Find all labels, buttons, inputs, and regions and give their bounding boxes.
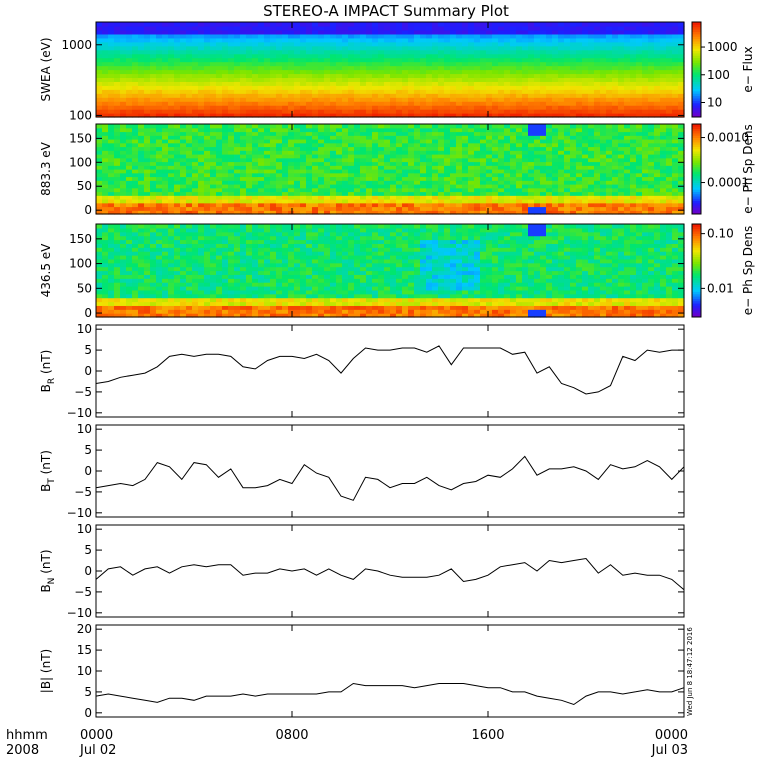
x-tick-time-label: 0000 bbox=[80, 728, 113, 743]
bt-y-axis-label: BT (nT) bbox=[39, 450, 57, 492]
br-y-tick-label: 0 bbox=[84, 364, 92, 378]
pad883-colorbar-label: e− Ph Sp Dens bbox=[741, 124, 755, 213]
bn-frame bbox=[95, 524, 685, 618]
bn-y-tick-label: 10 bbox=[77, 522, 92, 536]
x-axis-label-hhmm: hhmm bbox=[6, 728, 48, 743]
bmag-series-line bbox=[95, 682, 685, 706]
swea-y-axis-label: SWEA (eV) bbox=[39, 37, 53, 101]
pad883-colorbar-tick-label: 0.0010 bbox=[707, 131, 749, 145]
x-axis-label-year: 2008 bbox=[6, 743, 39, 758]
pad436-panel: 0.01 0.10 e− Ph Sp Dens 0 50 100 150 436.5 eV bbox=[39, 223, 755, 320]
swea-spectrogram bbox=[96, 22, 685, 118]
pad436-spectrogram bbox=[96, 224, 685, 318]
bmag-frame bbox=[95, 624, 685, 718]
bt-series-line bbox=[95, 455, 685, 501]
pad436-colorbar-label: e− Ph Sp Dens bbox=[741, 226, 755, 315]
bmag-panel: 0 5 10 15 20 |B| (nT) bbox=[39, 622, 685, 720]
br-series-line bbox=[95, 345, 684, 395]
x-tick-time-label: 0000 bbox=[655, 728, 688, 743]
pad436-y-tick-label: 0 bbox=[84, 306, 92, 320]
bt-panel: −10 −5 0 5 10 BT (nT) bbox=[39, 422, 685, 520]
br-y-tick-label: 5 bbox=[84, 343, 92, 357]
pad883-y-axis-label: 883.3 eV bbox=[39, 141, 53, 196]
swea-colorbar-label: e− Flux bbox=[741, 46, 755, 92]
bn-y-tick-label: −10 bbox=[67, 606, 92, 620]
pad883-y-tick-label: 100 bbox=[69, 155, 92, 169]
br-panel: −10 −5 0 5 10 BR (nT) bbox=[39, 322, 685, 420]
pad436-y-tick-label: 150 bbox=[69, 232, 92, 246]
swea-colorbar: 10 100 1000 e− Flux bbox=[691, 21, 755, 118]
br-y-tick-label: 10 bbox=[77, 322, 92, 336]
pad436-colorbar-tick-label: 0.01 bbox=[707, 281, 734, 295]
swea-colorbar-tick-label: 1000 bbox=[707, 40, 738, 54]
pad883-y-tick-label: 150 bbox=[69, 131, 92, 145]
swea-colorbar-tick-label: 100 bbox=[707, 68, 730, 82]
bmag-y-tick-label: 5 bbox=[84, 685, 92, 699]
bn-panel: −10 −5 0 5 10 BN (nT) bbox=[39, 522, 685, 620]
bn-y-tick-label: 0 bbox=[84, 564, 92, 578]
x-tick-date-label: Jul 02 bbox=[79, 743, 116, 758]
timestamp: Wed Jun 8 18:47:12 2016 bbox=[686, 627, 694, 716]
bmag-y-tick-label: 10 bbox=[77, 664, 92, 678]
br-frame bbox=[95, 324, 685, 418]
bmag-y-tick-label: 20 bbox=[77, 622, 92, 636]
bt-frame bbox=[95, 424, 685, 518]
x-tick-time-label: 1600 bbox=[471, 728, 504, 743]
bn-series-line bbox=[95, 557, 685, 591]
br-y-tick-label: −5 bbox=[74, 385, 92, 399]
pad436-frame bbox=[95, 223, 685, 318]
br-y-tick-label: −10 bbox=[67, 406, 92, 420]
bmag-y-tick-label: 0 bbox=[84, 706, 92, 720]
pad883-frame bbox=[95, 123, 685, 215]
x-tick-date-label: Jul 03 bbox=[651, 743, 688, 758]
pad436-y-tick-label: 50 bbox=[77, 281, 92, 295]
br-y-axis-label: BR (nT) bbox=[39, 350, 57, 393]
swea-y-tick-label: 100 bbox=[69, 108, 92, 122]
bt-y-tick-label: 5 bbox=[84, 443, 92, 457]
bmag-y-axis-label: |B| (nT) bbox=[39, 649, 53, 693]
pad436-colorbar-tick-label: 0.10 bbox=[707, 227, 734, 241]
bn-y-tick-label: 5 bbox=[84, 543, 92, 557]
pad883-colorbar-tick-label: 0.0001 bbox=[707, 176, 749, 190]
swea-colorbar-tick-label: 10 bbox=[707, 96, 722, 110]
bmag-y-tick-label: 15 bbox=[77, 643, 92, 657]
bt-y-tick-label: 10 bbox=[77, 422, 92, 436]
bt-y-tick-label: −5 bbox=[74, 485, 92, 499]
pad883-y-tick-label: 50 bbox=[77, 179, 92, 193]
swea-y-tick-label: 1000 bbox=[61, 38, 92, 52]
bn-y-axis-label: BN (nT) bbox=[39, 549, 57, 592]
bt-y-tick-label: 0 bbox=[84, 464, 92, 478]
plot-title: STEREO-A IMPACT Summary Plot bbox=[263, 2, 509, 20]
pad436-y-axis-label: 436.5 eV bbox=[39, 243, 53, 298]
pad883-spectrogram bbox=[96, 124, 685, 215]
pad436-colorbar: 0.01 0.10 e− Ph Sp Dens bbox=[691, 223, 755, 318]
x-tick-time-label: 0800 bbox=[275, 728, 308, 743]
pad883-y-tick-label: 0 bbox=[84, 203, 92, 217]
bt-y-tick-label: −10 bbox=[67, 506, 92, 520]
swea-frame bbox=[95, 21, 685, 118]
bn-y-tick-label: −5 bbox=[74, 585, 92, 599]
pad436-y-tick-label: 100 bbox=[69, 257, 92, 271]
